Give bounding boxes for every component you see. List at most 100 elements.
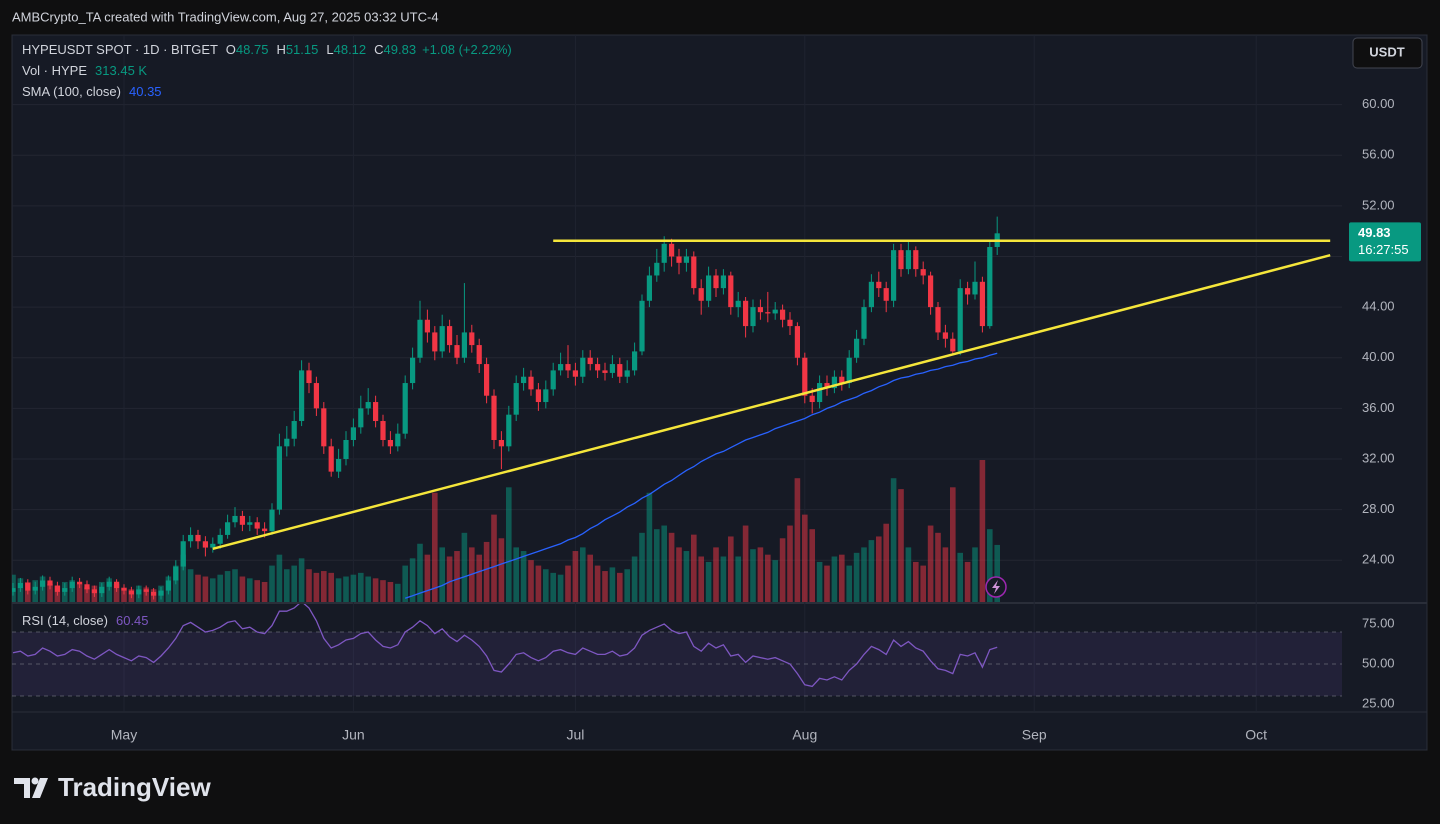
candle-body — [276, 446, 282, 510]
volume-bar — [705, 561, 712, 602]
candle-body — [868, 281, 874, 308]
volume-bar — [328, 572, 334, 602]
candle-body — [402, 383, 408, 434]
volume-bar — [47, 583, 53, 602]
candle-body — [513, 383, 519, 415]
volume-bar — [395, 583, 401, 602]
volume-bar — [446, 556, 453, 602]
volume-bar — [794, 478, 801, 602]
currency-label[interactable]: USDT — [1369, 44, 1404, 59]
volume-bar — [543, 569, 549, 602]
volume-bar — [691, 534, 697, 602]
volume-bar — [846, 565, 852, 602]
candle-body — [639, 300, 645, 352]
volume-bar — [779, 538, 786, 602]
candle-body — [202, 541, 208, 548]
volume-bar — [898, 489, 904, 602]
volume-bar — [380, 580, 386, 602]
volume-bar — [402, 565, 408, 602]
candle-body — [624, 370, 630, 377]
ohlc-letter: H — [276, 42, 285, 57]
volume-bar — [565, 565, 571, 602]
volume-bar — [313, 572, 320, 602]
volume-bar — [587, 554, 593, 602]
x-tick-label: May — [111, 727, 137, 743]
candle-body — [683, 256, 689, 263]
candle-body — [521, 376, 527, 384]
ohlc-value: 51.15 — [286, 42, 319, 57]
y-tick-label: 36.00 — [1362, 400, 1395, 415]
currency-button[interactable] — [1352, 37, 1423, 69]
candle-body — [299, 370, 305, 422]
volume-bar — [661, 525, 667, 602]
volume-bar — [816, 561, 823, 602]
candle-body — [750, 307, 756, 327]
volume-bar — [284, 569, 290, 602]
candle-body — [173, 566, 179, 581]
volume-bar — [358, 572, 364, 602]
candle-body — [321, 408, 327, 447]
axes: 24.0028.0032.0036.0040.0044.0048.0052.00… — [111, 96, 1395, 743]
candle-body — [469, 332, 475, 346]
candle-body — [572, 370, 578, 377]
candle-body — [543, 389, 549, 403]
candle-body — [831, 376, 837, 389]
volume-bar — [254, 580, 260, 602]
volume-bar — [765, 554, 771, 602]
change: +1.08 (+2.22%) — [422, 42, 512, 57]
volume-bar — [654, 529, 660, 602]
volume-bar — [557, 574, 564, 602]
candle-body — [913, 250, 919, 270]
candle-body — [373, 402, 379, 422]
candle-body — [787, 319, 793, 327]
candle-body — [698, 288, 704, 301]
x-tick-label: Jun — [342, 727, 365, 743]
candle-body — [706, 275, 712, 301]
volume-bar — [498, 538, 505, 602]
rsi-line — [12, 604, 998, 688]
y-tick-label: 60.00 — [1362, 96, 1395, 111]
candle-body — [91, 589, 97, 594]
candle-body — [942, 332, 948, 339]
volume-bar — [76, 583, 83, 602]
candle-body — [12, 588, 16, 592]
volume-bar — [306, 569, 312, 602]
candle-body — [987, 246, 993, 327]
volume-bar — [454, 551, 460, 602]
candle-body — [920, 269, 926, 276]
candle-body — [898, 250, 904, 270]
candle-body — [358, 408, 364, 428]
credit: AMBCrypto_TA created with TradingView.co… — [12, 9, 439, 24]
candle-body — [794, 326, 800, 358]
candle-body — [151, 591, 157, 596]
logo-text: TradingView — [58, 772, 211, 802]
rsi-pane — [12, 604, 1342, 697]
volume-bar — [964, 561, 971, 602]
volume-bar — [698, 556, 704, 602]
volume-bar — [809, 529, 815, 602]
candle-body — [291, 421, 297, 439]
candle-body — [380, 421, 386, 440]
volume-bar — [713, 547, 719, 602]
candle-body — [336, 458, 342, 472]
candle-body — [269, 509, 275, 532]
candle-body — [905, 250, 911, 270]
candle-body — [40, 580, 46, 587]
candle-body — [691, 256, 697, 289]
candle-body — [25, 583, 31, 591]
volume-bar — [321, 571, 327, 602]
ohlc-value: 48.12 — [334, 42, 367, 57]
volume-bar — [609, 567, 616, 602]
candle-body — [84, 584, 90, 590]
candle-body — [646, 275, 652, 301]
candle-body — [447, 326, 453, 346]
candle-body — [735, 300, 741, 308]
volume-bar — [365, 576, 371, 602]
volume-bar — [979, 460, 986, 602]
volume-bar — [853, 552, 860, 602]
candle-body — [757, 307, 763, 313]
volume-bar — [247, 578, 253, 602]
volume-bar — [535, 565, 542, 602]
volume-bar — [195, 574, 201, 602]
candle-body — [632, 351, 638, 371]
